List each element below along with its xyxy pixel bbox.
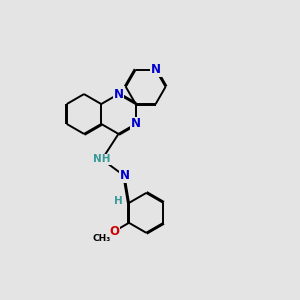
Text: CH₃: CH₃ — [92, 234, 110, 243]
Text: N: N — [131, 118, 141, 130]
Text: O: O — [109, 225, 119, 238]
Text: N: N — [113, 88, 124, 100]
Text: NH: NH — [93, 154, 111, 164]
Text: N: N — [151, 63, 160, 76]
Text: N: N — [119, 169, 130, 182]
Text: H: H — [114, 196, 123, 206]
